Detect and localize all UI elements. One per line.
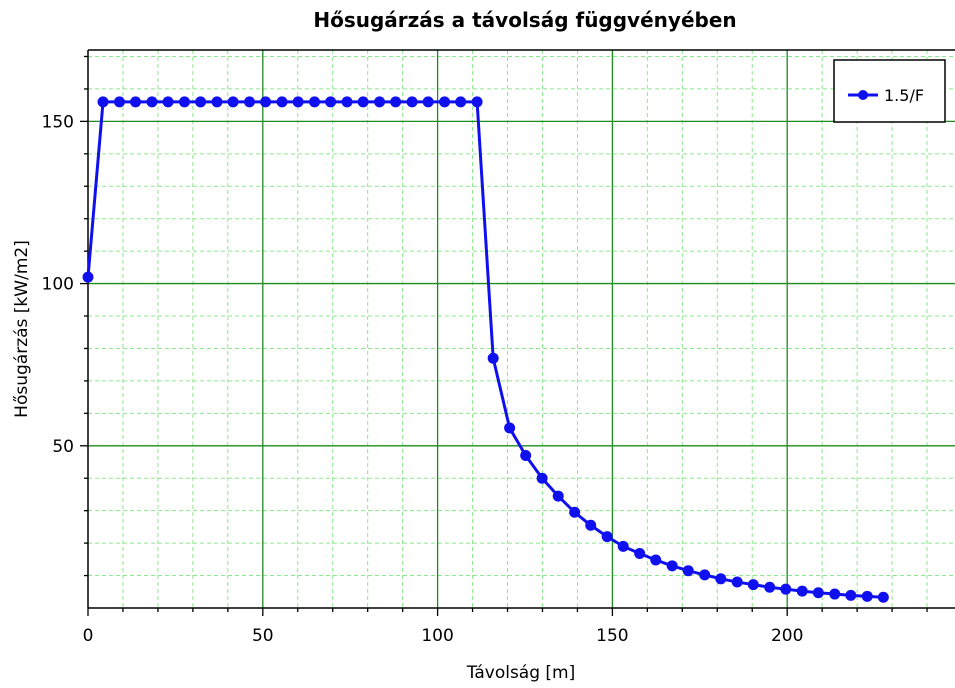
x-tick-label: 150 xyxy=(596,626,628,646)
x-axis-title: Távolság [m] xyxy=(466,663,575,683)
data-point xyxy=(357,96,369,108)
data-point xyxy=(552,490,564,502)
x-tick-label: 50 xyxy=(252,626,274,646)
data-point xyxy=(536,472,548,484)
data-point xyxy=(390,96,402,108)
data-point xyxy=(244,96,256,108)
data-point xyxy=(130,96,142,108)
data-point xyxy=(82,271,94,283)
data-point xyxy=(211,96,223,108)
data-point xyxy=(422,96,434,108)
data-point xyxy=(715,573,727,585)
data-point xyxy=(97,96,109,108)
legend-box xyxy=(833,59,946,123)
data-point xyxy=(617,540,629,552)
data-point xyxy=(406,96,418,108)
data-point xyxy=(682,565,694,577)
data-point xyxy=(796,585,808,597)
data-point xyxy=(877,591,889,603)
axes xyxy=(80,49,955,616)
data-point xyxy=(666,560,678,572)
y-tick-label: 150 xyxy=(42,112,74,132)
data-point xyxy=(747,579,759,591)
data-point xyxy=(650,554,662,566)
y-tick-label: 100 xyxy=(42,275,74,295)
data-point xyxy=(455,96,467,108)
x-tick-label: 100 xyxy=(421,626,453,646)
data-point xyxy=(341,96,353,108)
data-point xyxy=(601,531,613,543)
data-point xyxy=(113,96,125,108)
data-point xyxy=(504,422,516,434)
data-point xyxy=(569,506,581,518)
y-tick-label: 50 xyxy=(52,437,74,457)
data-point xyxy=(780,583,792,595)
legend: 1.5/F xyxy=(833,59,946,123)
legend-swatch-marker xyxy=(858,90,868,100)
data-point xyxy=(487,352,499,364)
legend-label: 1.5/F xyxy=(884,86,924,105)
data-point xyxy=(325,96,337,108)
data-point xyxy=(292,96,304,108)
chart-title: Hősugárzás a távolság függvényében xyxy=(313,8,737,32)
tick-labels: 0 50 100 150 200 50 100 150 xyxy=(42,112,804,646)
data-point xyxy=(845,589,857,601)
plot-background xyxy=(88,50,955,608)
data-point xyxy=(829,588,841,600)
data-point xyxy=(276,96,288,108)
y-axis-title: Hősugárzás [kW/m2] xyxy=(12,240,32,418)
data-point xyxy=(699,569,711,581)
data-point xyxy=(162,96,174,108)
x-tick-label: 200 xyxy=(771,626,803,646)
series-layer xyxy=(82,96,889,603)
data-point xyxy=(146,96,158,108)
x-tick-label: 0 xyxy=(83,626,94,646)
data-point xyxy=(471,96,483,108)
data-point xyxy=(634,547,646,559)
minor-gridlines xyxy=(88,50,955,608)
data-point xyxy=(731,576,743,588)
data-point xyxy=(374,96,386,108)
data-point xyxy=(439,96,451,108)
data-point xyxy=(309,96,321,108)
major-gridlines xyxy=(88,50,955,608)
data-point xyxy=(764,581,776,593)
data-point xyxy=(178,96,190,108)
data-point xyxy=(812,587,824,599)
data-point xyxy=(585,519,597,531)
data-point xyxy=(260,96,272,108)
data-point xyxy=(520,450,532,462)
data-point xyxy=(195,96,207,108)
data-point xyxy=(227,96,239,108)
data-point xyxy=(861,590,873,602)
